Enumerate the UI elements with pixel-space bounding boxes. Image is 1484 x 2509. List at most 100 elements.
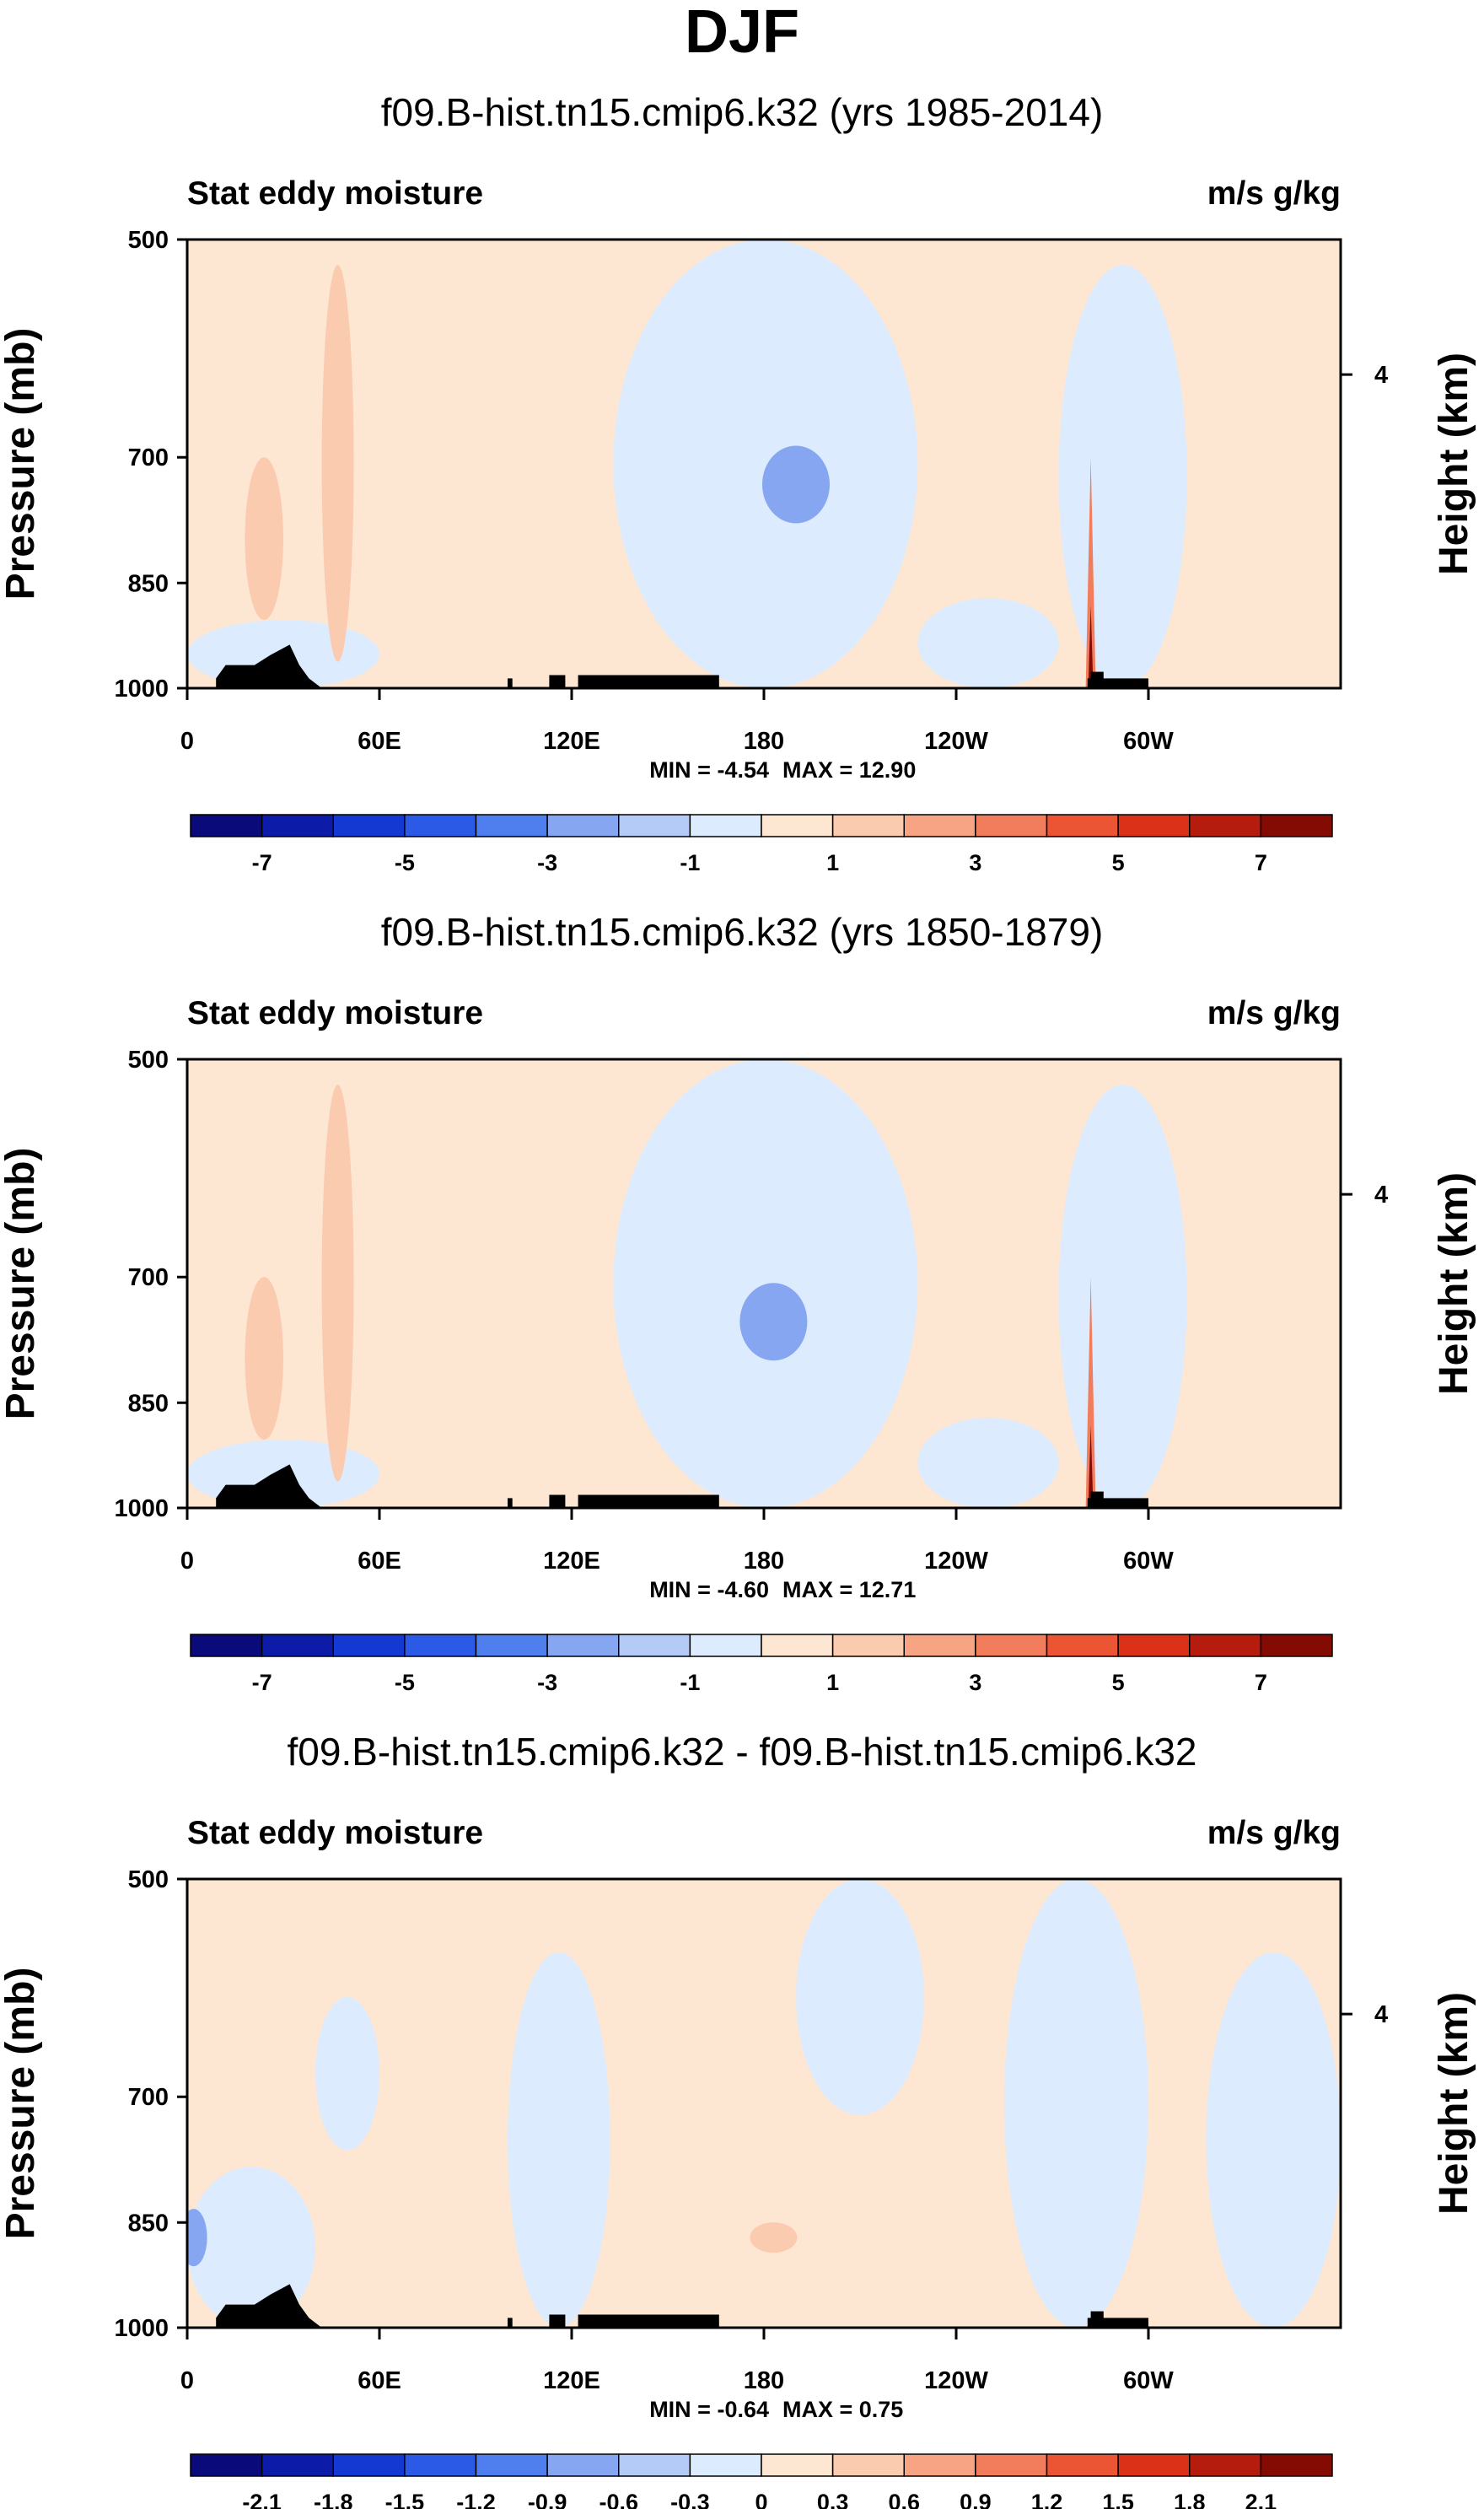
negative-core	[762, 445, 830, 524]
terrain-africa	[216, 1464, 322, 1508]
colorbar-swatch	[689, 1634, 762, 1657]
colorbar-swatch	[261, 2453, 334, 2477]
y-tick-label: 700	[128, 2084, 169, 2111]
x-tick-label: 120E	[543, 1548, 600, 1575]
negative-region	[1004, 1879, 1148, 2328]
colorbar-label: 1	[826, 850, 839, 875]
terrain-block	[549, 2314, 566, 2328]
x-tick-label: 180	[744, 728, 784, 755]
colorbar-label: 0.9	[960, 2490, 992, 2509]
colorbar-swatch	[404, 814, 477, 837]
positive-spike-core	[1088, 1424, 1094, 1508]
x-tick-label: 60W	[1123, 1548, 1174, 1575]
colorbar-label: -3	[537, 1670, 557, 1695]
x-tick-label: 120E	[543, 2367, 600, 2394]
colorbar-label: 0.3	[817, 2490, 849, 2509]
colorbar-swatch	[1189, 814, 1262, 837]
x-tick-label: 120W	[924, 2367, 988, 2394]
positive-streak	[321, 1085, 354, 1482]
x-tick-label: 60E	[358, 1548, 401, 1575]
colorbar-swatch	[618, 1634, 691, 1657]
colorbar-label: 3	[969, 850, 981, 875]
y-axis-right-title: Height (km)	[1432, 1172, 1476, 1395]
colorbar-swatch	[1260, 814, 1333, 837]
y-axis-right-title: Height (km)	[1432, 353, 1476, 575]
y-tick-label: 500	[128, 1866, 169, 1893]
negative-region	[508, 1952, 610, 2328]
colorbar-swatch	[618, 2453, 691, 2477]
colorbar-label: -7	[252, 850, 272, 875]
y-tick-label: 850	[128, 570, 169, 597]
colorbar-swatch	[1117, 1634, 1191, 1657]
colorbar-label: -2.1	[242, 2490, 282, 2509]
terrain-block	[549, 675, 566, 688]
figure-title: DJF	[685, 0, 799, 66]
x-tick-label: 0	[180, 1548, 194, 1575]
colorbar-label: 1	[826, 1670, 839, 1695]
colorbar-label: -3	[537, 850, 557, 875]
terrain-block	[1087, 678, 1148, 688]
y-axis-title: Pressure (mb)	[0, 1968, 43, 2240]
x-tick-label: 60E	[358, 2367, 401, 2394]
colorbar-swatch	[689, 2453, 762, 2477]
colorbar-swatch	[975, 814, 1048, 837]
x-tick-label: 180	[744, 1548, 784, 1575]
negative-region	[1058, 265, 1187, 688]
right-string: m/s g/kg	[1207, 175, 1341, 212]
colorbar-swatch	[546, 1634, 620, 1657]
terrain-block	[1087, 1498, 1148, 1508]
y-axis-title: Pressure (mb)	[0, 1148, 43, 1420]
max-label: MAX = 0.75	[782, 2397, 903, 2422]
colorbar-swatch	[546, 814, 620, 837]
x-tick-label: 60W	[1123, 2367, 1174, 2394]
colorbar-label: -0.9	[528, 2490, 567, 2509]
negative-region	[187, 2167, 315, 2328]
x-tick-label: 120E	[543, 728, 600, 755]
colorbar-swatch	[903, 1634, 976, 1657]
right-string: m/s g/kg	[1207, 995, 1341, 1031]
colorbar-swatch	[831, 814, 905, 837]
positive-streak	[245, 1277, 284, 1440]
colorbar-swatch	[1046, 1634, 1119, 1657]
colorbar-swatch	[261, 814, 334, 837]
height-tick-label: 4	[1374, 362, 1388, 389]
x-tick-label: 60E	[358, 728, 401, 755]
left-string: Stat eddy moisture	[187, 175, 483, 212]
colorbar-swatch	[761, 814, 834, 837]
colorbar-label: 5	[1112, 850, 1125, 875]
colorbar-swatch	[975, 1634, 1048, 1657]
colorbar-label: 5	[1112, 1670, 1125, 1695]
negative-region	[917, 598, 1059, 688]
colorbar-swatch	[332, 1634, 406, 1657]
colorbar-swatch	[903, 2453, 976, 2477]
max-label: MAX = 12.90	[782, 757, 916, 783]
y-tick-label: 500	[128, 227, 169, 254]
right-string: m/s g/kg	[1207, 1815, 1341, 1851]
colorbar-swatch	[831, 2453, 905, 2477]
colorbar-label: -1	[680, 1670, 700, 1695]
colorbar-label: -7	[252, 1670, 272, 1695]
colorbar-label: -1	[680, 850, 700, 875]
colorbar-label: -5	[395, 850, 415, 875]
positive-spike-core	[1088, 605, 1094, 688]
colorbar-swatch	[404, 2453, 477, 2477]
colorbar-label: 7	[1255, 1670, 1267, 1695]
terrain-block	[508, 1498, 513, 1508]
colorbar-swatch	[618, 814, 691, 837]
y-tick-label: 1000	[114, 676, 169, 703]
colorbar-swatch	[190, 814, 263, 837]
panels: f09.B-hist.tn15.cmip6.k32 (yrs 1985-2014…	[0, 90, 1476, 2509]
colorbar-swatch	[1046, 814, 1119, 837]
x-tick-label: 60W	[1123, 728, 1174, 755]
negative-region	[613, 1059, 918, 1508]
colorbar-label: 3	[969, 1670, 981, 1695]
negative-region	[796, 1879, 924, 2115]
contour-field	[187, 240, 1341, 688]
colorbar-swatch	[190, 2453, 263, 2477]
y-axis-right-title: Height (km)	[1432, 1992, 1476, 2215]
positive-spike	[1085, 457, 1096, 688]
colorbar-swatch	[1260, 2453, 1333, 2477]
panel-title: f09.B-hist.tn15.cmip6.k32 (yrs 1985-2014…	[381, 90, 1104, 134]
negative-core	[187, 2209, 207, 2267]
